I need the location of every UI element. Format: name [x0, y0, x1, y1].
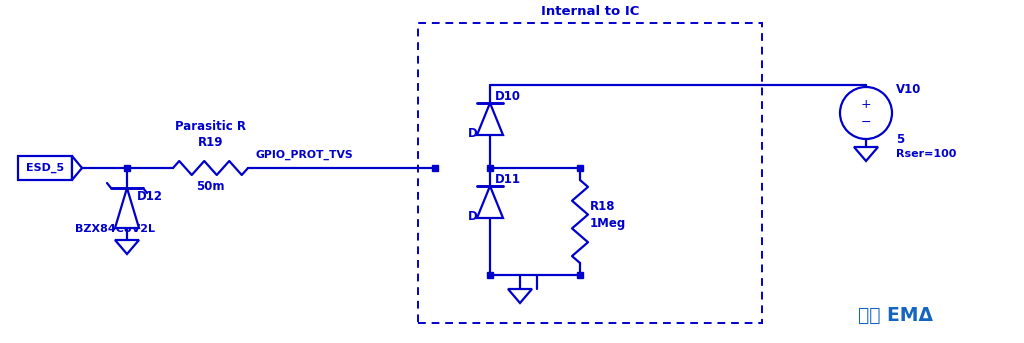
Text: D12: D12: [137, 190, 163, 203]
Text: D11: D11: [495, 173, 521, 186]
Text: +: +: [861, 97, 871, 110]
Text: V10: V10: [896, 83, 922, 96]
Polygon shape: [115, 188, 139, 228]
Polygon shape: [72, 156, 82, 180]
Text: D10: D10: [495, 90, 521, 103]
FancyBboxPatch shape: [18, 156, 72, 180]
Text: 百芯 EMΔ: 百芯 EMΔ: [858, 306, 933, 325]
Polygon shape: [477, 103, 503, 135]
Text: D: D: [468, 210, 478, 223]
Polygon shape: [477, 186, 503, 218]
Text: 5: 5: [896, 133, 904, 146]
Text: Parasitic R: Parasitic R: [175, 120, 246, 133]
Text: BZX84C8V2L: BZX84C8V2L: [75, 224, 155, 234]
Text: Rser=100: Rser=100: [896, 149, 956, 159]
Text: R19: R19: [198, 136, 223, 149]
Text: ESD_5: ESD_5: [26, 163, 65, 173]
Text: 50m: 50m: [197, 180, 224, 193]
Text: −: −: [861, 116, 871, 129]
Text: Internal to IC: Internal to IC: [541, 5, 639, 18]
Text: 1Meg: 1Meg: [590, 217, 627, 230]
Text: R18: R18: [590, 200, 615, 213]
Text: GPIO_PROT_TVS: GPIO_PROT_TVS: [256, 150, 353, 160]
Text: D: D: [468, 127, 478, 140]
